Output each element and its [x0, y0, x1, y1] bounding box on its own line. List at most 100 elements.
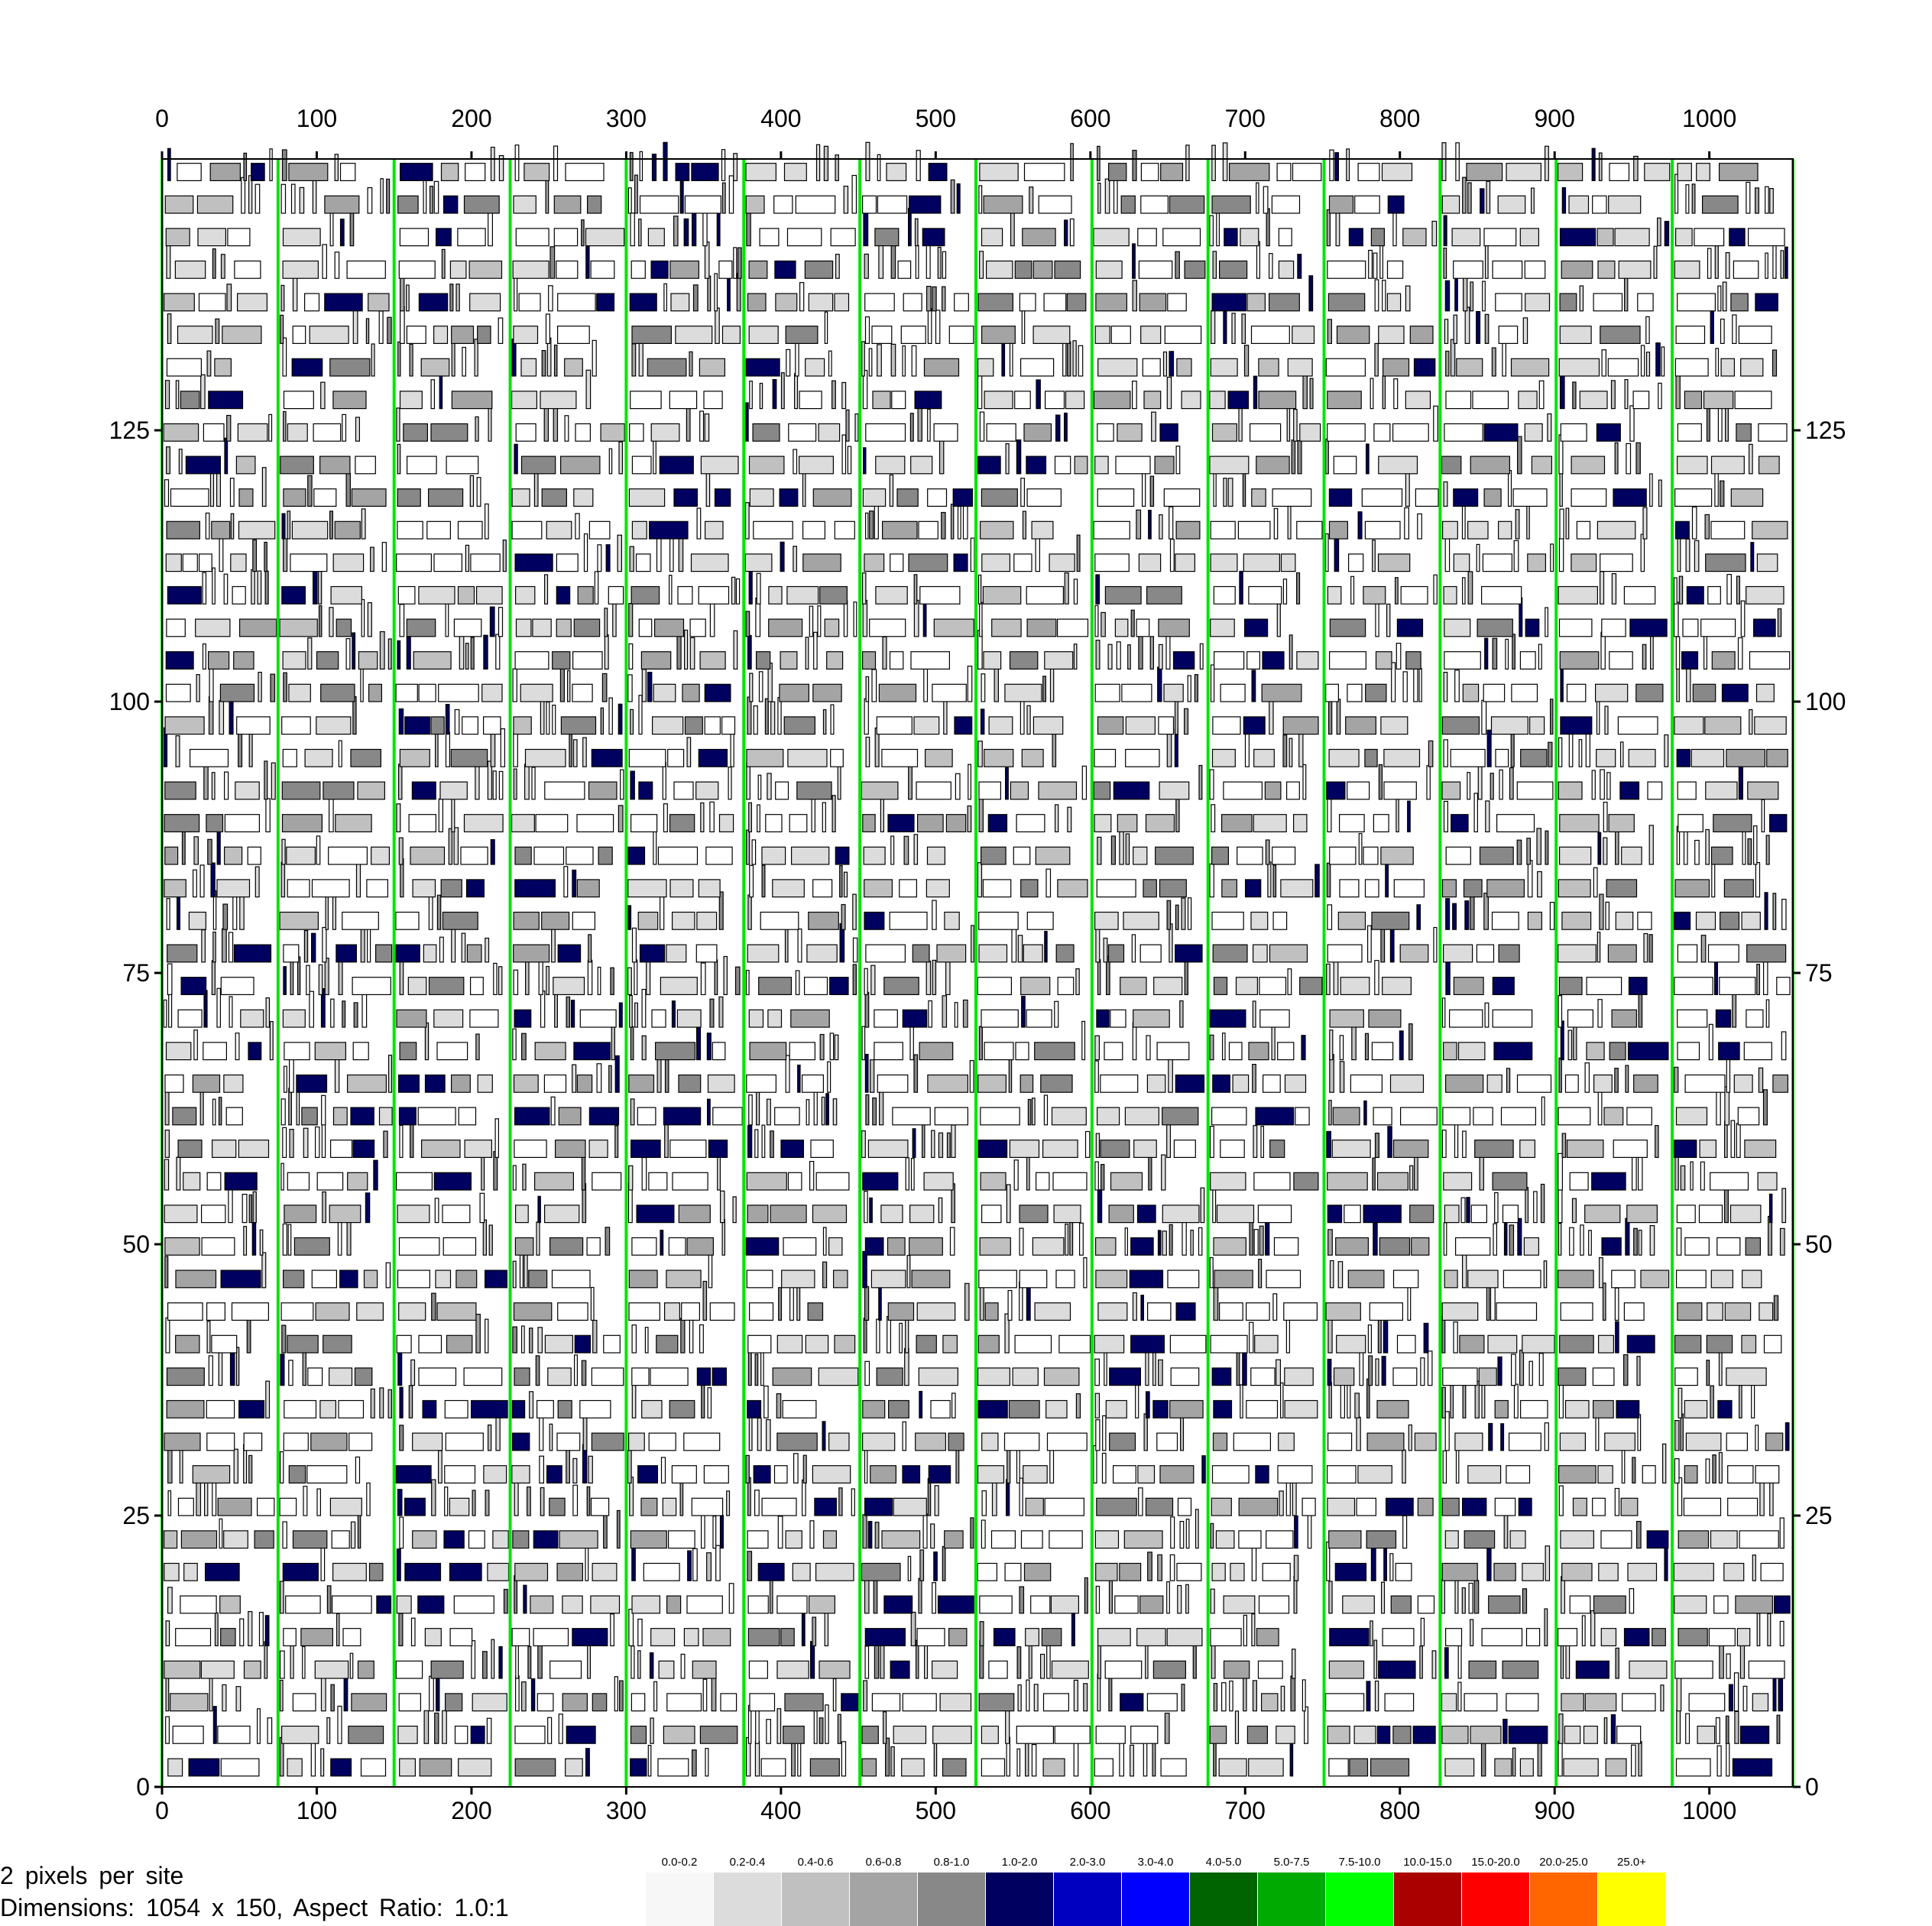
placement-cell [198, 293, 226, 312]
placement-cell [721, 326, 741, 345]
placement-cell [1525, 1628, 1541, 1646]
placement-cell [355, 859, 361, 898]
placement-cell [701, 1383, 705, 1419]
placement-cell [1110, 1009, 1126, 1028]
placement-cell [1073, 644, 1078, 670]
placement-cell [630, 391, 662, 410]
placement-cell [1272, 911, 1288, 930]
placement-cell [1063, 412, 1068, 442]
placement-cell [801, 1074, 824, 1093]
placement-cell [398, 1107, 417, 1126]
placement-cell [748, 802, 753, 833]
placement-cell [591, 1432, 624, 1451]
placement-cell [869, 510, 874, 540]
placement-cell [524, 959, 530, 995]
placement-cell [234, 260, 261, 279]
placement-cell [1105, 1399, 1127, 1419]
placement-cell [700, 1513, 705, 1549]
placement-cell [773, 1465, 788, 1483]
placement-cell [296, 1087, 300, 1126]
placement-cell [1675, 326, 1706, 345]
placement-cell [1327, 1229, 1333, 1256]
placement-cell [916, 1302, 956, 1321]
placement-cell [1575, 1660, 1609, 1679]
placement-cell [1044, 1497, 1084, 1516]
placement-cell [1364, 879, 1379, 898]
placement-cell [330, 1140, 353, 1158]
placement-cell [747, 894, 752, 930]
placement-cell [511, 814, 535, 832]
placement-cell [1042, 1693, 1070, 1712]
placement-cell [1603, 1107, 1624, 1126]
placement-cell [1363, 1205, 1402, 1224]
placement-cell [1097, 716, 1124, 735]
placement-cell [1408, 1424, 1412, 1451]
placement-cell [175, 1628, 212, 1646]
placement-cell [220, 977, 254, 995]
placement-cell [460, 846, 488, 865]
placement-cell [1146, 1302, 1172, 1321]
placement-cell [1071, 1610, 1075, 1646]
placement-cell [616, 1509, 621, 1549]
placement-cell [628, 602, 634, 637]
placement-cell [1212, 1185, 1217, 1224]
placement-cell [637, 1465, 659, 1483]
placement-cell [1400, 585, 1428, 605]
placement-cell [1604, 1432, 1636, 1451]
placement-cell [1526, 838, 1532, 865]
placement-cell [1250, 911, 1269, 930]
placement-cell [1382, 280, 1386, 312]
placement-cell [757, 1562, 785, 1581]
placement-cell [1606, 772, 1611, 800]
placement-cell [587, 1643, 592, 1679]
placement-cell [1441, 1302, 1479, 1321]
placement-cell [797, 1743, 802, 1777]
placement-cell [206, 814, 224, 832]
placement-cell [931, 1130, 935, 1158]
placement-cell [913, 574, 918, 605]
placement-cell [1746, 1009, 1764, 1028]
placement-cell [629, 708, 634, 735]
placement-cell [630, 1140, 661, 1158]
placement-cell [399, 228, 430, 247]
placement-cell [1571, 456, 1606, 475]
placement-cell [890, 243, 896, 279]
placement-cell [1536, 828, 1542, 865]
placement-cell [1181, 897, 1186, 930]
placement-cell [283, 966, 287, 995]
placement-cell [336, 1613, 340, 1646]
placement-cell [644, 1327, 649, 1354]
placement-cell [862, 814, 876, 832]
placement-cell [1450, 339, 1456, 377]
placement-cell [585, 1546, 589, 1581]
placement-cell [1284, 1399, 1318, 1419]
placement-cell [878, 243, 884, 279]
placement-cell [1075, 1393, 1081, 1419]
placement-cell [224, 437, 229, 475]
placement-cell [1201, 1455, 1206, 1483]
placement-cell [1611, 1269, 1635, 1289]
placement-cell [1678, 576, 1684, 605]
placement-cell [1038, 195, 1072, 214]
placement-cell [356, 1302, 384, 1321]
placement-cell [1674, 358, 1709, 377]
legend-label: 15.0-20.0 [1471, 1856, 1520, 1869]
placement-cell [1110, 835, 1117, 865]
placement-cell [805, 637, 809, 670]
placement-cell [1026, 488, 1062, 507]
placement-cell [1296, 520, 1323, 540]
placement-cell [1545, 830, 1549, 865]
placement-cell [1748, 228, 1785, 247]
placement-cell [1054, 1725, 1091, 1744]
placement-cell [1502, 342, 1507, 377]
placement-cell [809, 1520, 815, 1549]
placement-cell [657, 846, 699, 865]
placement-cell [1513, 540, 1519, 572]
placement-cell [202, 643, 206, 670]
placement-cell [1480, 188, 1485, 214]
placement-cell [1614, 1068, 1619, 1093]
placement-cell [215, 318, 220, 344]
placement-cell [877, 154, 881, 181]
placement-cell [399, 277, 405, 312]
placement-cell [1706, 1334, 1733, 1354]
